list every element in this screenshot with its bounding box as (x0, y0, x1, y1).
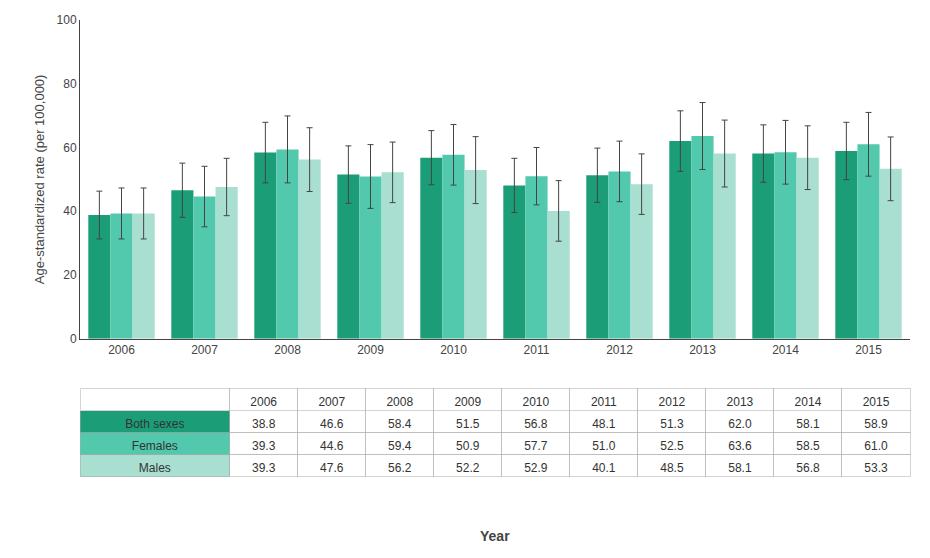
svg-text:62.0: 62.0 (728, 417, 752, 431)
svg-text:2007: 2007 (318, 395, 345, 409)
svg-text:100: 100 (57, 13, 77, 27)
svg-text:2008: 2008 (274, 343, 301, 357)
svg-text:58.1: 58.1 (728, 461, 752, 475)
svg-text:2007: 2007 (191, 343, 218, 357)
svg-text:Age-standardized rate (per 100: Age-standardized rate (per 100,000) (32, 75, 47, 285)
svg-text:63.6: 63.6 (728, 439, 752, 453)
svg-text:58.4: 58.4 (388, 417, 412, 431)
svg-text:58.9: 58.9 (864, 417, 888, 431)
svg-text:53.3: 53.3 (864, 461, 888, 475)
svg-text:51.3: 51.3 (660, 417, 684, 431)
svg-text:40.1: 40.1 (592, 461, 616, 475)
svg-text:39.3: 39.3 (252, 461, 276, 475)
svg-text:51.5: 51.5 (456, 417, 480, 431)
svg-text:60: 60 (63, 141, 77, 155)
svg-text:80: 80 (63, 77, 77, 91)
svg-text:2011: 2011 (591, 395, 617, 409)
svg-text:2008: 2008 (386, 395, 413, 409)
svg-text:2010: 2010 (440, 343, 467, 357)
svg-text:56.8: 56.8 (524, 417, 548, 431)
svg-text:56.8: 56.8 (796, 461, 820, 475)
svg-text:2011: 2011 (524, 343, 550, 357)
svg-text:2009: 2009 (454, 395, 481, 409)
svg-text:2012: 2012 (606, 343, 633, 357)
svg-text:2012: 2012 (659, 395, 686, 409)
svg-text:58.5: 58.5 (796, 439, 820, 453)
svg-text:2013: 2013 (689, 343, 716, 357)
svg-text:46.6: 46.6 (320, 417, 344, 431)
svg-text:48.1: 48.1 (592, 417, 616, 431)
svg-text:Females: Females (132, 439, 178, 453)
svg-text:38.8: 38.8 (252, 417, 276, 431)
svg-text:2006: 2006 (250, 395, 277, 409)
svg-text:61.0: 61.0 (864, 439, 888, 453)
svg-text:57.7: 57.7 (524, 439, 548, 453)
svg-text:40: 40 (63, 204, 77, 218)
svg-text:2013: 2013 (727, 395, 754, 409)
svg-text:56.2: 56.2 (388, 461, 412, 475)
svg-text:20: 20 (63, 268, 77, 282)
svg-text:52.2: 52.2 (456, 461, 480, 475)
svg-text:2009: 2009 (357, 343, 384, 357)
svg-text:48.5: 48.5 (660, 461, 684, 475)
svg-text:2015: 2015 (863, 395, 890, 409)
svg-text:Both sexes: Both sexes (125, 417, 184, 431)
svg-text:44.6: 44.6 (320, 439, 344, 453)
svg-text:51.0: 51.0 (592, 439, 616, 453)
svg-text:52.5: 52.5 (660, 439, 684, 453)
svg-text:39.3: 39.3 (252, 439, 276, 453)
svg-text:2006: 2006 (108, 343, 135, 357)
svg-text:Males: Males (139, 461, 171, 475)
svg-text:2014: 2014 (772, 343, 799, 357)
svg-text:2015: 2015 (855, 343, 882, 357)
svg-text:58.1: 58.1 (796, 417, 820, 431)
svg-text:50.9: 50.9 (456, 439, 480, 453)
svg-text:0: 0 (70, 332, 77, 346)
svg-text:2010: 2010 (522, 395, 549, 409)
svg-text:52.9: 52.9 (524, 461, 548, 475)
svg-text:59.4: 59.4 (388, 439, 412, 453)
svg-text:2014: 2014 (795, 395, 822, 409)
svg-text:Year: Year (480, 528, 510, 544)
svg-text:47.6: 47.6 (320, 461, 344, 475)
